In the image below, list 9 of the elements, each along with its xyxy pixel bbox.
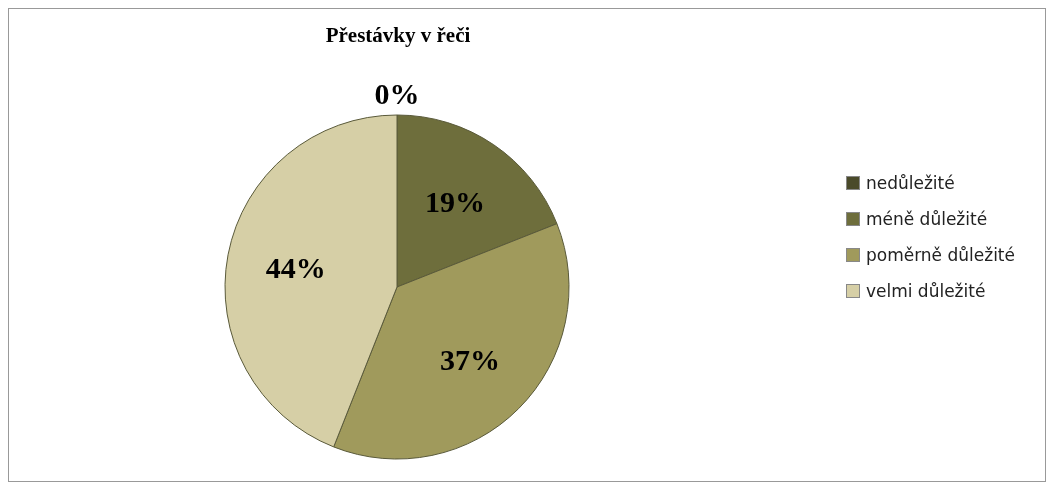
data-label: 19% — [425, 185, 486, 219]
legend-label: velmi důležité — [865, 281, 986, 301]
chart-title: Přestávky v řeči — [324, 23, 472, 48]
data-label: 37% — [439, 343, 500, 377]
legend-label: méně důležité — [865, 209, 988, 229]
legend-label: nedůležité — [865, 173, 955, 193]
legend-label: poměrně důležité — [865, 245, 1015, 265]
data-label: 44% — [265, 251, 326, 285]
text: 0% — [374, 76, 420, 110]
